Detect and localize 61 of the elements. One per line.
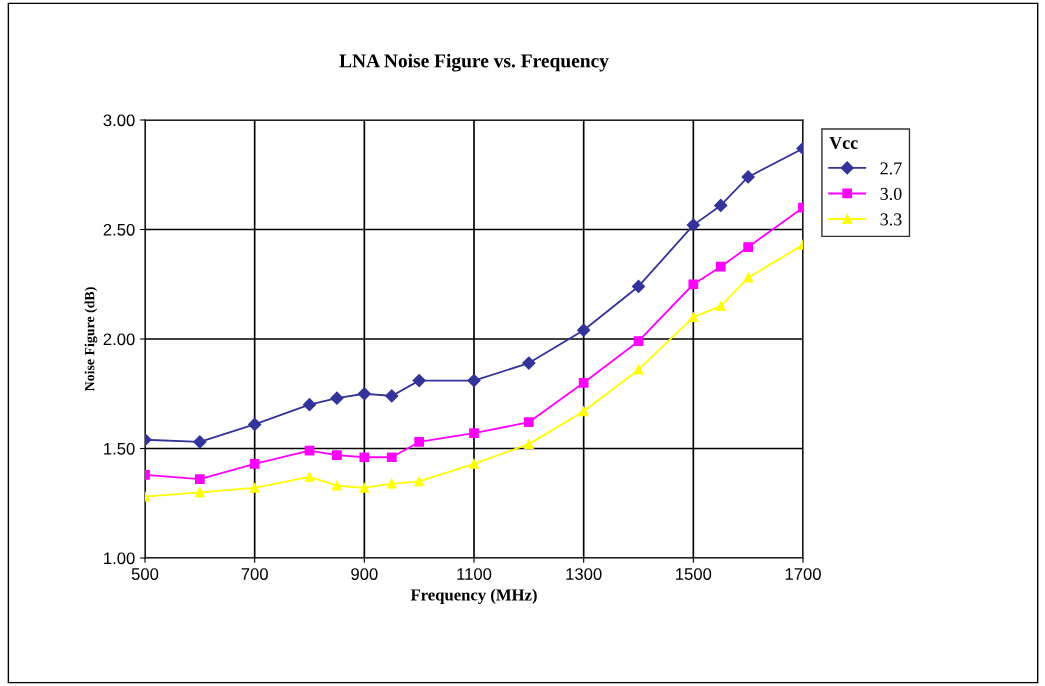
point (359, 483, 370, 493)
point (469, 428, 479, 439)
point (249, 458, 260, 469)
x-tick-label: 1700 (785, 568, 821, 580)
point (686, 218, 700, 232)
x-axis-title: Frequency (MHz) (410, 588, 537, 604)
x-tick-label: 1100 (457, 568, 492, 580)
legend-label: 2.7 (880, 162, 902, 175)
point (359, 452, 370, 463)
point (578, 377, 589, 388)
legend-label: 3.0 (880, 187, 902, 201)
point (414, 476, 425, 487)
point (330, 391, 344, 405)
point (194, 474, 205, 485)
point (332, 450, 342, 460)
point (633, 364, 644, 375)
point (304, 445, 315, 456)
point (304, 472, 315, 482)
point (741, 170, 755, 184)
point (386, 478, 397, 489)
x-tick-label: 500 (131, 568, 159, 580)
y-tick-label: 1.50 (104, 442, 135, 455)
point (688, 279, 699, 290)
point (743, 242, 754, 252)
point (633, 336, 644, 347)
y-tick-label: 2.00 (103, 333, 135, 346)
point (522, 356, 536, 370)
point (302, 398, 317, 412)
point (414, 437, 425, 447)
point (332, 480, 342, 491)
point (248, 417, 262, 431)
y-tick-label: 1.00 (104, 552, 135, 565)
point (412, 374, 426, 388)
point (386, 452, 397, 463)
point (385, 389, 399, 403)
x-tick-label: 1300 (566, 568, 602, 580)
point (714, 198, 728, 212)
point (469, 458, 479, 469)
point (631, 279, 646, 294)
chart-title: LNA Noise Figure vs. Frequency (339, 53, 609, 72)
legend-label: 3.3 (880, 213, 902, 226)
x-tick-label: 900 (351, 568, 378, 580)
point (743, 272, 754, 283)
point (578, 406, 589, 417)
point (357, 387, 371, 401)
point (523, 417, 534, 428)
point (715, 261, 726, 272)
point (249, 483, 260, 493)
x-tick-label: 700 (241, 568, 268, 580)
y-axis-title: Noise Figure (dB) (84, 287, 98, 392)
point (688, 312, 699, 322)
point (193, 435, 207, 449)
point (577, 323, 591, 337)
point (715, 301, 726, 312)
x-tick-label: 1500 (676, 568, 712, 580)
point (523, 439, 534, 449)
legend-title: Vcc (829, 136, 858, 150)
y-tick-label: 2.50 (103, 223, 135, 236)
point (194, 487, 205, 498)
y-tick-label: 3.00 (103, 114, 135, 127)
point (467, 374, 481, 388)
